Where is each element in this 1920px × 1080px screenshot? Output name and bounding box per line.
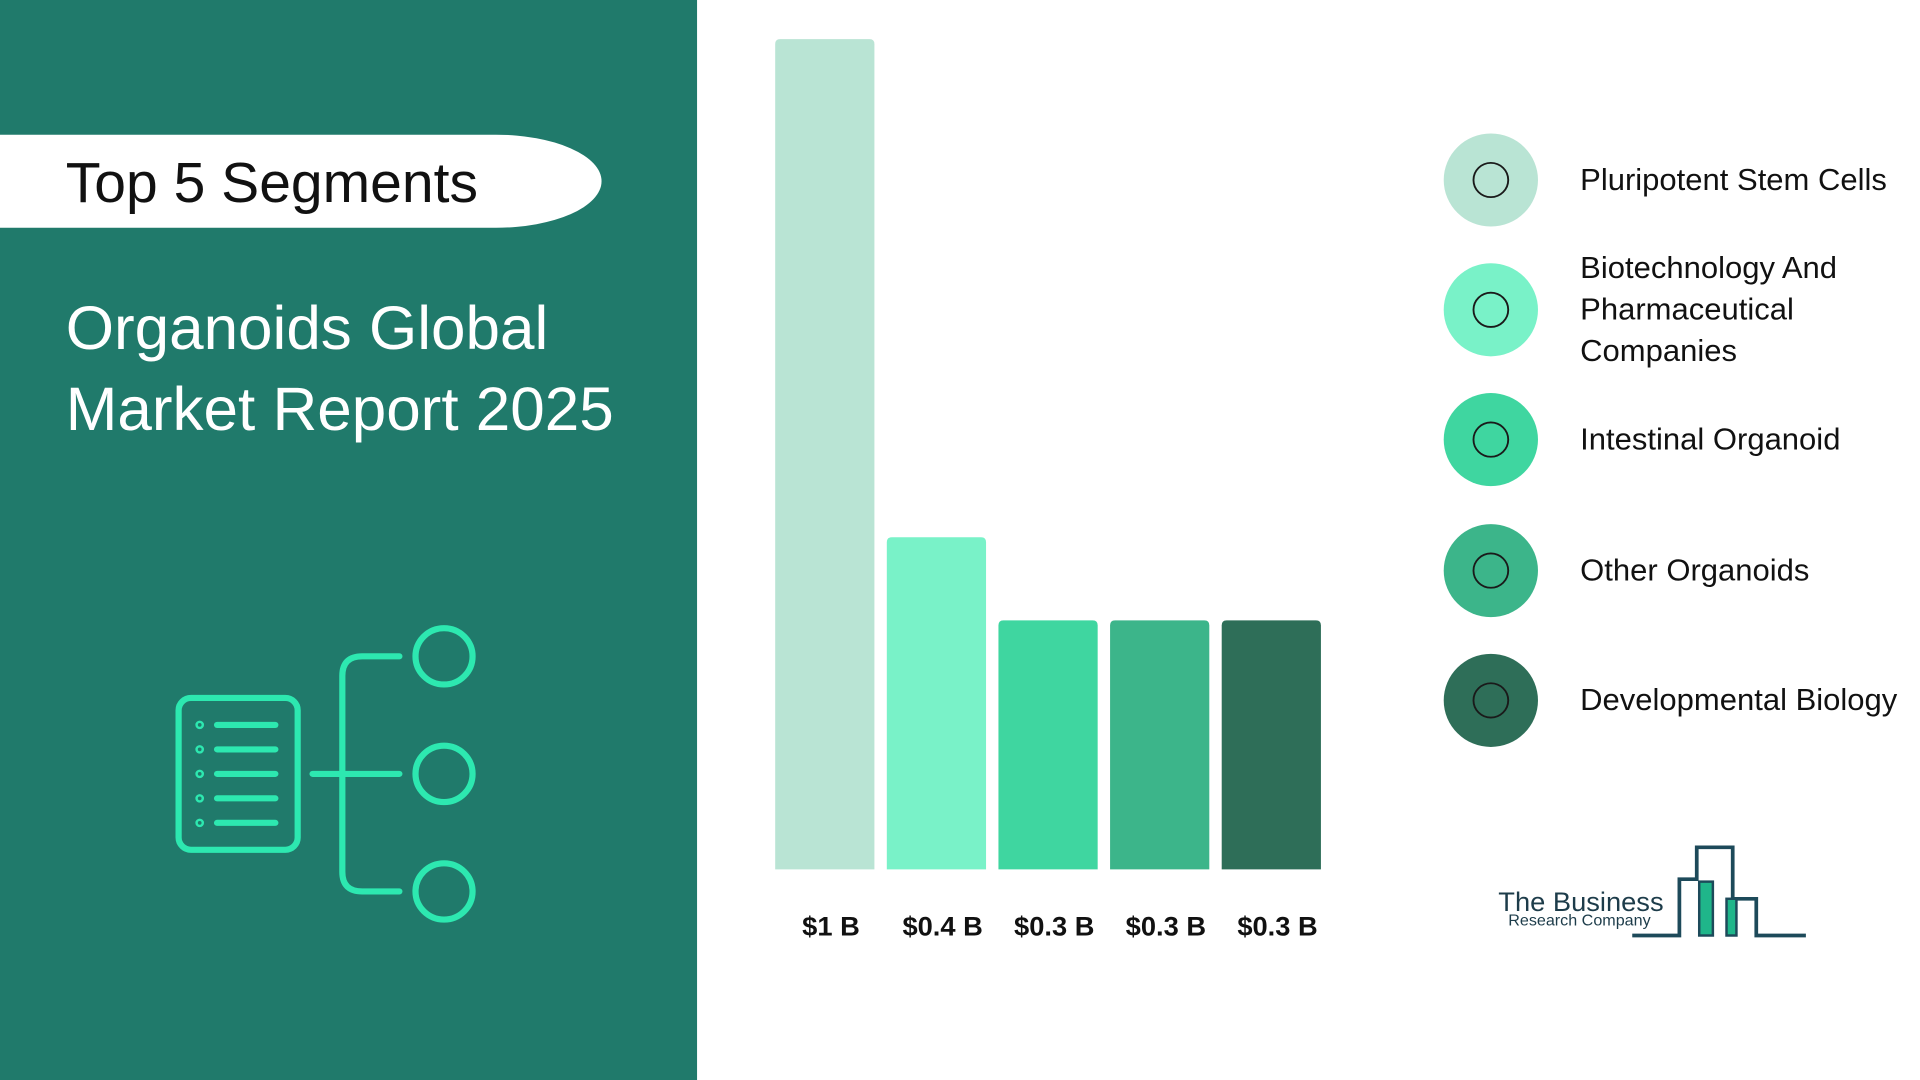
value-label: $0.3 B (1014, 911, 1094, 942)
legend-label: Other Organoids (1580, 553, 1810, 588)
legend-label: Developmental Biology (1580, 683, 1898, 718)
legend-marker (1443, 263, 1538, 357)
legend-label: Biotechnology And Pharmaceutical Compani… (1580, 251, 1838, 369)
legend-marker (1443, 393, 1538, 487)
legend-icon (1472, 682, 1510, 719)
legend-label: Intestinal Organoid (1580, 422, 1841, 457)
segments-icon (175, 625, 476, 923)
value-label: $0.3 B (1126, 911, 1206, 942)
legend-item: Biotechnology And Pharmaceutical Compani… (1580, 251, 1838, 369)
bar (998, 620, 1098, 870)
legend-marker (1443, 133, 1538, 227)
logo-bar (1725, 897, 1738, 937)
legend-label: Pluripotent Stem Cells (1580, 162, 1887, 198)
logo-graphic (1632, 845, 1806, 938)
value-label: $0.4 B (902, 911, 982, 942)
legend-item: Pluripotent Stem Cells (1580, 162, 1887, 198)
badge-text: Top 5 Segments (66, 152, 478, 215)
value-label: $0.3 B (1237, 911, 1317, 942)
logo-text: The Business (1498, 886, 1663, 917)
logo: The Business Research Company (1498, 845, 1806, 938)
legend-icon (1472, 552, 1510, 589)
value-label: $1 B (802, 911, 860, 942)
legend-marker (1443, 524, 1538, 618)
badge-pill (0, 134, 602, 228)
legend-icon (1472, 421, 1510, 458)
logo-bar (1697, 880, 1715, 937)
legend-item: Intestinal Organoid (1580, 422, 1841, 457)
legend-marker (1443, 653, 1538, 747)
bar (1221, 620, 1321, 870)
bar (886, 537, 987, 870)
title-line: Market Report 2025 (66, 375, 614, 444)
legend-item: Developmental Biology (1580, 683, 1898, 718)
legend-icon (1472, 291, 1510, 328)
title-line: Organoids Global (66, 294, 549, 363)
bar (1110, 620, 1210, 870)
bar (775, 39, 875, 870)
logo-subtext: Research Company (1508, 912, 1650, 930)
legend-item: Other Organoids (1580, 553, 1810, 588)
legend-icon (1472, 161, 1510, 199)
